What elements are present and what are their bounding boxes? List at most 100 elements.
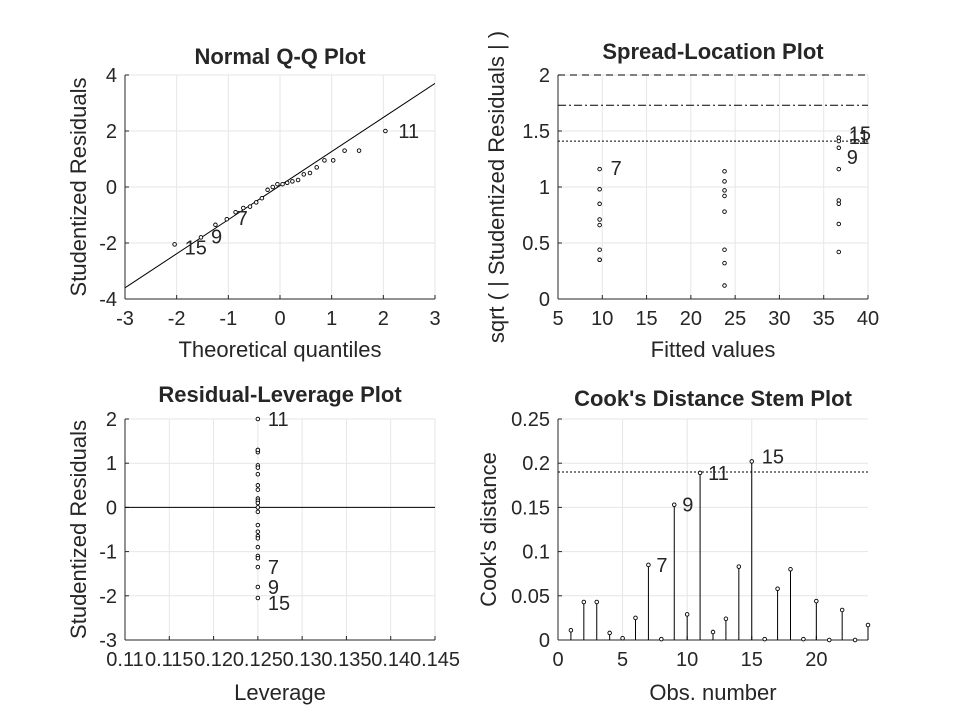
cd-point: [581, 599, 587, 605]
sl-point: [597, 166, 602, 172]
sl-point-label: 11: [849, 127, 870, 149]
qq-point: [259, 195, 265, 201]
sl-x-tick-label: 40: [857, 308, 879, 330]
qq-x-tick-label: -3: [116, 308, 134, 330]
rl-y-tick-label: -2: [99, 586, 117, 608]
sl-x-axis-label: Fitted values: [651, 337, 776, 362]
qq-point: [247, 204, 253, 209]
rl-point-label: 15: [268, 593, 290, 615]
rl-point-label: 7: [268, 557, 279, 579]
qq-point: [213, 222, 218, 228]
cd-point: [788, 567, 793, 572]
rl-y-tick-label: 2: [106, 409, 117, 431]
cd-y-tick-label: 0.1: [522, 542, 550, 564]
sl-y-tick-label: 2: [539, 65, 550, 87]
qq-point: [280, 181, 285, 187]
qq-point: [342, 148, 347, 153]
rl-point-label: 11: [268, 409, 289, 431]
cd-y-tick-label: 0.05: [511, 586, 550, 608]
qq-point: [301, 172, 307, 177]
rl-x-tick-label: 0.12: [194, 649, 233, 671]
cd-point: [684, 612, 690, 617]
sl-y-tick-label: 0: [539, 289, 550, 311]
rl-x-tick-label: 0.13: [283, 649, 322, 671]
qq-point: [241, 205, 246, 211]
cd-point: [633, 615, 638, 621]
sl-panel: 5 10 15 20 25 30 35 4000.511.52715119Spread-Loc…: [484, 31, 879, 362]
qq-point: [295, 177, 301, 183]
qq-point: [270, 184, 276, 190]
qq-y-tick-label: -4: [99, 289, 117, 311]
sl-x-tick-label: 20: [680, 308, 702, 330]
rl-x-tick-label: 0.115: [145, 649, 194, 671]
sl-y-axis-label: sqrt ( | Studentized Residuals | ): [484, 31, 509, 343]
cd-point: [736, 564, 742, 569]
rl-point: [255, 522, 261, 528]
rl-x-tick-label: 0.14: [371, 649, 410, 671]
cd-point: [620, 635, 625, 641]
sl-y-tick-label: 1: [539, 177, 550, 199]
rl-point: [255, 595, 261, 601]
sl-point: [836, 249, 842, 255]
cd-point: [723, 616, 729, 622]
qq-x-tick-label: 3: [429, 308, 440, 330]
rl-x-tick-label: 0.145: [410, 649, 460, 671]
sl-point: [597, 257, 602, 263]
qq-point: [356, 148, 362, 153]
cd-point-label: 9: [682, 495, 693, 517]
cd-point: [852, 637, 858, 643]
sl-point: [722, 179, 727, 184]
qq-point: [284, 180, 290, 186]
qq-point: [253, 200, 259, 205]
sl-point: [722, 193, 727, 199]
sl-point-label: 15: [849, 124, 871, 146]
rl-point: [255, 500, 261, 506]
qq-fit-line: [125, 82, 435, 289]
sl-point: [722, 283, 727, 288]
rl-point: [255, 584, 261, 590]
rl-point: [255, 555, 261, 561]
qq-point: [172, 242, 177, 247]
sl-point: [722, 169, 727, 174]
qq-point: [198, 235, 204, 240]
qq-point: [233, 209, 238, 215]
qq-x-tick-label: 0: [274, 308, 285, 330]
qq-point-label: 7: [237, 208, 248, 230]
sl-point: [836, 221, 842, 227]
rl-point: [255, 416, 261, 422]
cd-point: [801, 636, 806, 642]
qq-point-label: 11: [398, 121, 419, 143]
qq-point-label: 15: [185, 237, 207, 259]
cd-point-label: 11: [708, 463, 729, 485]
qq-x-tick-label: -1: [219, 308, 237, 330]
rl-point: [255, 447, 261, 453]
rl-y-tick-label: 1: [106, 453, 117, 475]
sl-x-tick-label: 10: [591, 308, 613, 330]
qq-y-tick-label: 2: [106, 121, 117, 143]
sl-point: [722, 188, 727, 193]
qq-y-tick-label: -2: [99, 233, 117, 255]
rl-y-tick-label: -3: [99, 630, 117, 652]
qq-point: [275, 181, 280, 187]
rl-point: [255, 509, 261, 515]
sl-point: [597, 186, 602, 192]
cd-x-tick-label: 5: [617, 649, 628, 671]
cd-point-label: 15: [762, 446, 784, 468]
rl-x-tick-label: 0.135: [321, 649, 371, 671]
sl-x-tick-label: 5: [552, 308, 563, 330]
qq-point: [383, 128, 388, 134]
rl-title: Residual-Leverage Plot: [158, 382, 402, 407]
rl-y-tick-label: -1: [99, 542, 117, 564]
cd-point: [646, 562, 651, 568]
cd-point-label: 7: [656, 555, 667, 577]
cd-point: [762, 636, 767, 642]
sl-point: [722, 209, 727, 214]
sl-point: [597, 222, 602, 228]
rl-point: [255, 529, 261, 534]
qq-point: [307, 170, 313, 176]
rl-point: [255, 536, 261, 541]
qq-title: Normal Q-Q Plot: [194, 44, 366, 69]
cd-point: [568, 628, 574, 633]
qq-point: [224, 216, 230, 222]
qq-y-tick-label: 4: [106, 65, 117, 87]
